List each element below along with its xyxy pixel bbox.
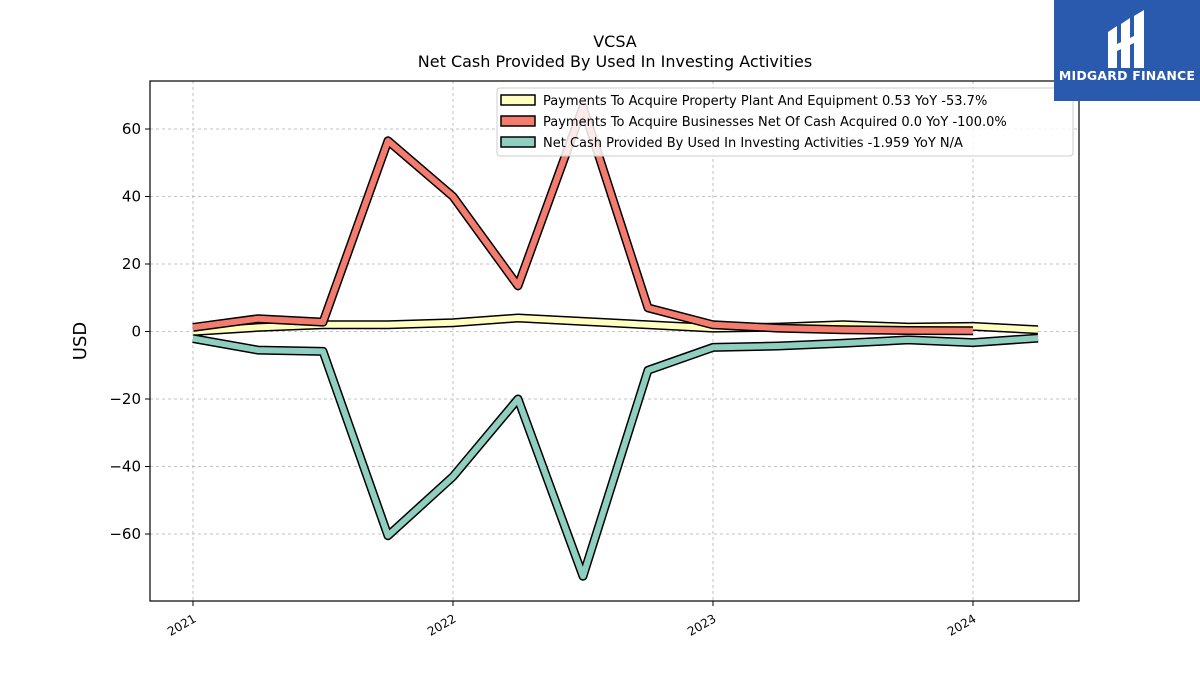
legend-swatch [500,94,536,106]
y-tick-label: −20 [109,390,141,408]
y-tick-label: 60 [122,120,141,138]
plot-frame [149,80,1080,602]
midgard-finance-logo: MIDGARD FINANCE [1054,0,1200,101]
legend-box [496,87,1074,157]
logo-text: MIDGARD FINANCE [1058,68,1196,83]
chart-subtitle: Net Cash Provided By Used In Investing A… [418,52,812,71]
y-tick-label: 40 [122,188,141,206]
series-layer [192,102,1039,581]
midgard-logo-icon [1108,10,1144,68]
y-tick-label: 20 [122,255,141,273]
series-line-3 [192,333,1039,581]
x-tick-label: 2023 [685,611,718,638]
legend-item-3: Net Cash Provided By Used In Investing A… [500,136,963,151]
series-outline [192,333,1039,581]
legend-item-2: Payments To Acquire Businesses Net Of Ca… [500,115,1007,130]
legend-item-1: Payments To Acquire Property Plant And E… [500,94,987,109]
x-tick-label: 2021 [165,611,198,638]
y-tick-label: −40 [109,458,141,476]
y-axis: 60 40 20 0 −20 −40 −60 [109,120,150,543]
legend-label: Payments To Acquire Property Plant And E… [543,94,987,109]
x-tick-label: 2024 [945,611,978,638]
legend-swatch [500,115,536,127]
chart-title: VCSA [593,32,637,51]
legend: Payments To Acquire Property Plant And E… [496,87,1074,157]
y-axis-label: USD [70,322,91,360]
x-tick-label: 2022 [425,611,458,638]
legend-swatch [500,136,536,148]
y-tick-label: −60 [109,525,141,543]
series-stroke [192,335,1039,580]
legend-label: Net Cash Provided By Used In Investing A… [543,136,963,151]
legend-label: Payments To Acquire Businesses Net Of Ca… [543,115,1007,130]
y-tick-label: 0 [131,323,141,341]
x-axis: 2021 2022 2023 2024 [165,601,979,639]
